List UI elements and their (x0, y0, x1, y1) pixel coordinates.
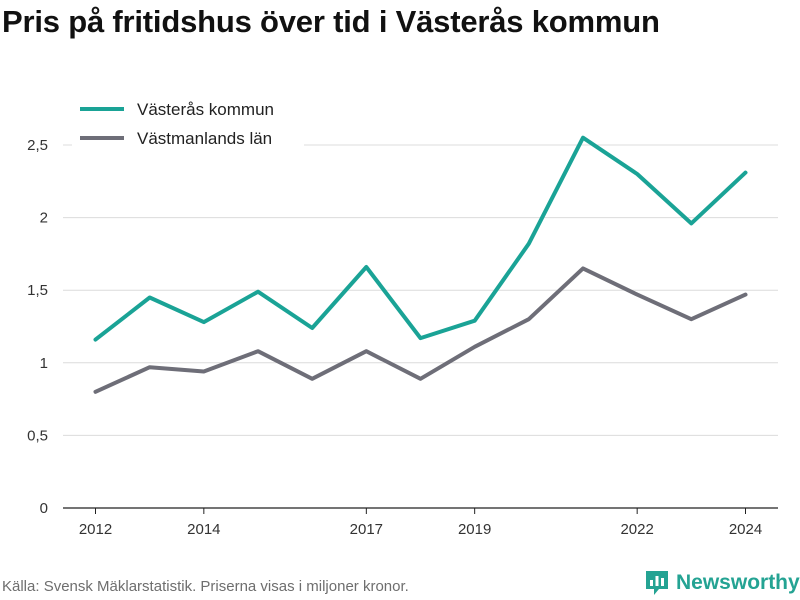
x-tick-label: 2024 (729, 521, 762, 538)
x-tick-label: 2014 (187, 521, 220, 538)
x-tick-label: 2022 (620, 521, 653, 538)
grid-lines (63, 144, 778, 509)
series-line-vasteras-kommun (93, 135, 748, 342)
x-tick-label: 2012 (79, 521, 112, 538)
x-tick-label: 2017 (350, 521, 383, 538)
legend: Västerås kommun Västmanlands län (72, 92, 304, 154)
chart-title: Pris på fritidshus över tid i Västerås k… (2, 4, 660, 39)
brand-name: Newsworthy (676, 571, 800, 594)
legend-label: Västmanlands län (137, 129, 272, 148)
y-tick-label: 2 (40, 210, 48, 227)
newsworthy-logo-icon (646, 571, 668, 595)
brand-logo: Newsworthy (644, 568, 800, 598)
y-tick-label: 0 (40, 500, 48, 517)
y-tick-label: 2,5 (27, 137, 48, 154)
y-tick-label: 0,5 (27, 427, 48, 444)
y-tick-label: 1,5 (27, 282, 48, 299)
y-axis-ticks: 0 0,5 1 1,5 2 2,5 (27, 137, 48, 517)
x-axis-ticks: 2012 2014 2017 2019 2022 2024 (79, 508, 762, 538)
legend-background (72, 92, 304, 154)
y-tick-label: 1 (40, 355, 48, 372)
series-lines (93, 135, 748, 394)
series-line-vastmanlands-lan (93, 266, 748, 394)
source-note: Källa: Svensk Mäklarstatistik. Priserna … (2, 578, 409, 595)
x-tick-label: 2019 (458, 521, 491, 538)
legend-label: Västerås kommun (137, 100, 274, 119)
